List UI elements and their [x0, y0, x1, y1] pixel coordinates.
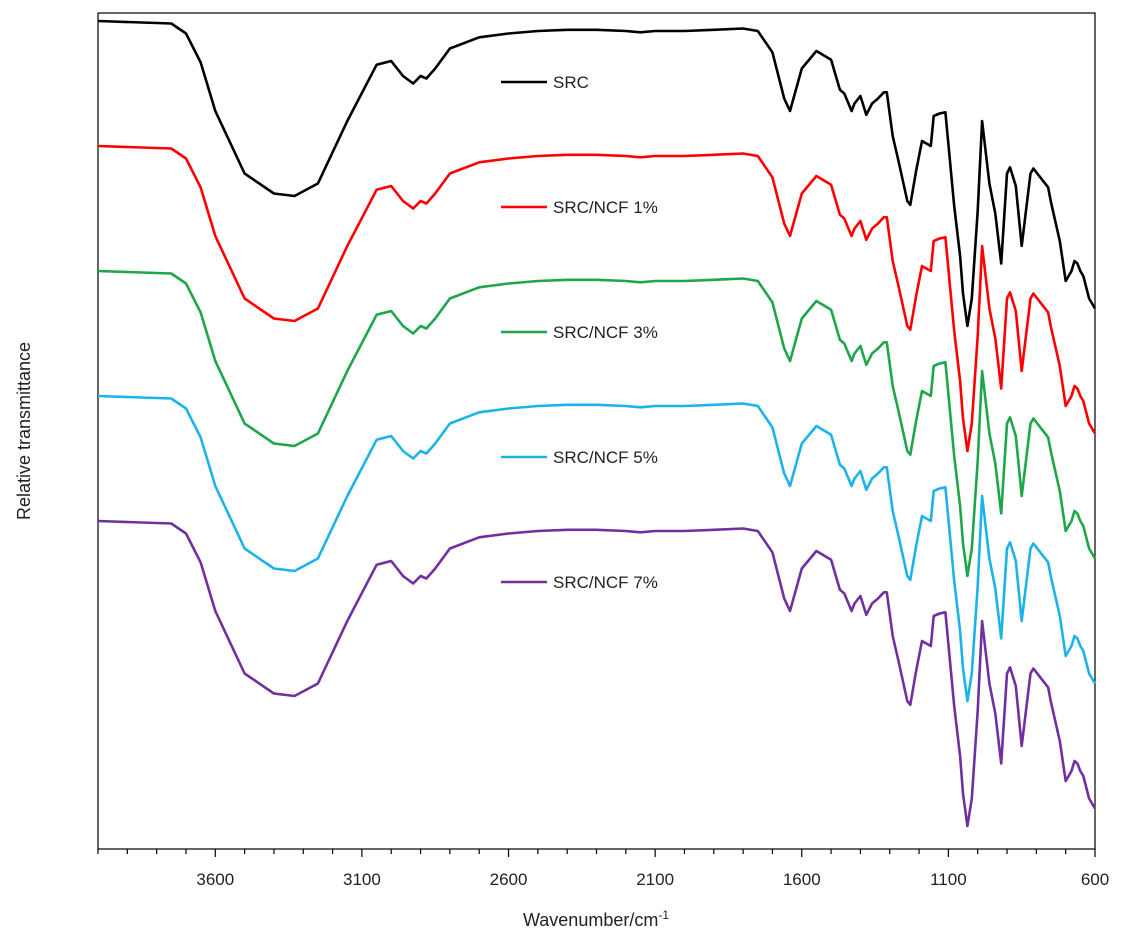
x-tick-label: 1100	[930, 870, 967, 889]
legend-label-3: SRC/NCF 5%	[553, 448, 658, 467]
legend-label-2: SRC/NCF 3%	[553, 323, 658, 342]
x-tick-label: 2600	[490, 870, 528, 889]
plot-area-border	[97, 12, 1096, 850]
x-tick-label: 3100	[343, 870, 381, 889]
legend-label-0: SRC	[553, 73, 589, 92]
x-axis-title-superscript: -1	[658, 908, 669, 922]
x-tick-label: 3600	[196, 870, 234, 889]
series-line-3	[97, 394, 1097, 703]
plot-frame	[97, 12, 1096, 850]
series-line-2	[97, 269, 1097, 578]
x-axis-ticks	[97, 849, 1096, 857]
y-axis-title: Relative transmittance	[14, 342, 34, 520]
x-axis-tick-labels: 3600 3100 2600 2100 1600 1100 600	[196, 870, 1109, 889]
x-tick-label: 2100	[636, 870, 674, 889]
series-line-4	[97, 519, 1097, 828]
series-line-0	[97, 19, 1097, 328]
x-tick-label: 600	[1081, 870, 1109, 889]
series-line-1	[97, 144, 1097, 453]
x-axis-title: Wavenumber/cm-1	[523, 908, 669, 930]
legend-label-1: SRC/NCF 1%	[553, 198, 658, 217]
x-tick-label: 1600	[783, 870, 821, 889]
legend-label-4: SRC/NCF 7%	[553, 573, 658, 592]
series-lines	[97, 19, 1097, 828]
x-axis-title-text: Wavenumber/cm	[523, 910, 658, 930]
legend: SRC SRC/NCF 1% SRC/NCF 3% SRC/NCF 5% SRC/NCF…	[501, 73, 658, 592]
